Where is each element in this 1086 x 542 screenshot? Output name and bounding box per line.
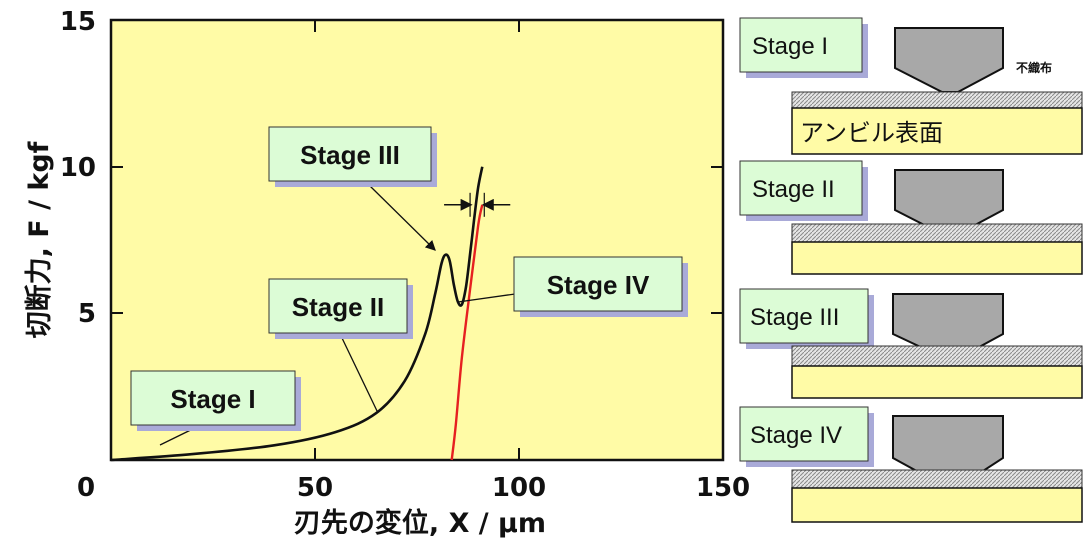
red-curve-line	[450, 204, 484, 461]
callout-label: Stage II	[292, 292, 384, 322]
callout-label: Stage IV	[547, 270, 650, 300]
anvil-surface	[791, 241, 1083, 275]
stage-panel-4: Stage IV	[739, 406, 1083, 523]
stage-panel-3: Stage III	[739, 288, 1083, 399]
anvil-surface	[791, 107, 1083, 155]
callout-label: Stage I	[170, 384, 255, 414]
force-curve-line	[110, 166, 484, 462]
anvil-surface	[791, 365, 1083, 399]
y-tick-label: 15	[60, 7, 96, 37]
chart: 15 10 5 0 50 100 150 刃先の変位, X / μm 切断力, …	[24, 7, 750, 539]
leader-stage-4	[457, 293, 516, 303]
callout-stage-1: Stage I	[130, 370, 301, 431]
series-layer	[110, 166, 484, 462]
stage-label: Stage II	[752, 176, 835, 203]
y-ticks	[111, 166, 723, 314]
nonwoven-fabric-layer	[791, 91, 1083, 109]
y-tick-label: 10	[60, 153, 96, 183]
gap-dimension-marker	[444, 192, 511, 217]
x-axis-label: 刃先の変位, X / μm	[294, 507, 546, 539]
blade-icon	[894, 27, 1004, 93]
x-ticks	[314, 20, 520, 460]
label-box	[739, 17, 863, 73]
label-box	[739, 406, 869, 462]
blade-icon	[894, 169, 1004, 233]
anvil-label: アンビル表面	[800, 119, 943, 147]
label-box	[739, 288, 869, 344]
nonwoven-fabric-layer	[791, 469, 1083, 489]
callout-box	[268, 278, 408, 334]
x-tick-label: 100	[492, 473, 546, 503]
callout-leaders	[159, 185, 516, 446]
callout-stage-3: Stage III	[268, 126, 437, 187]
stage-label: Stage III	[750, 304, 839, 331]
nonwoven-fabric-layer	[791, 345, 1083, 367]
stage-panel-2: Stage II	[739, 160, 1083, 275]
callout-box	[130, 370, 296, 426]
leader-stage-2	[341, 337, 379, 414]
label-box	[739, 160, 863, 216]
stage-panel-1: Stage I 不織布 アンビル表面	[739, 17, 1083, 155]
leader-stage-3	[369, 185, 436, 251]
callout-stage-2: Stage II	[268, 278, 413, 339]
callout-box	[268, 126, 432, 182]
x-tick-label: 0	[77, 473, 95, 503]
stage-label: Stage I	[752, 33, 828, 60]
y-axis-label: 切断力, F / kgf	[24, 141, 55, 338]
nonwoven-fabric-layer	[791, 223, 1083, 243]
nonwoven-label: 不織布	[1016, 60, 1052, 75]
callout-label: Stage III	[300, 140, 400, 170]
x-tick-label: 50	[297, 473, 333, 503]
x-tick-label: 150	[696, 473, 750, 503]
callout-box	[513, 256, 683, 312]
y-tick-label: 5	[78, 299, 96, 329]
anvil-surface	[791, 487, 1083, 523]
stage-label: Stage IV	[750, 422, 842, 449]
callout-stage-4: Stage IV	[513, 256, 688, 317]
